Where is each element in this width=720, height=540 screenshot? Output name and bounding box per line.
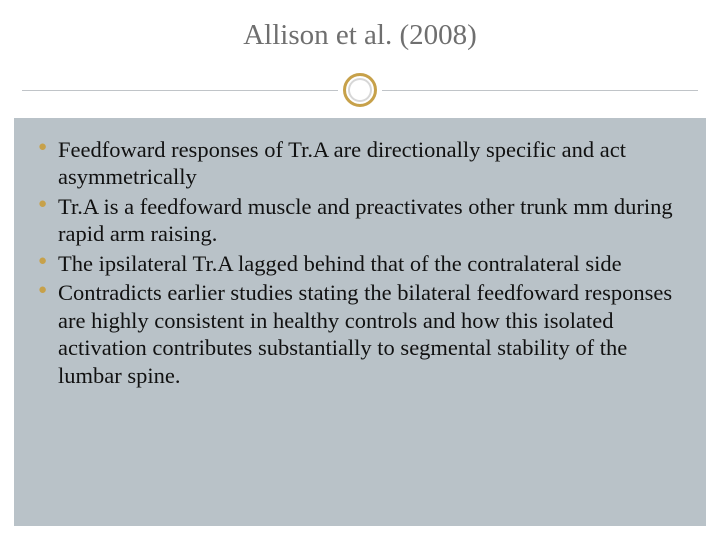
slide: Allison et al. (2008) Feedfoward respons… — [0, 0, 720, 540]
list-item: Contradicts earlier studies stating the … — [34, 279, 686, 389]
list-item: The ipsilateral Tr.A lagged behind that … — [34, 250, 686, 277]
content-panel: Feedfoward responses of Tr.A are directi… — [14, 118, 706, 526]
list-item: Tr.A is a feedfoward muscle and preactiv… — [34, 193, 686, 248]
title-area: Allison et al. (2008) — [0, 0, 720, 70]
list-item: Feedfoward responses of Tr.A are directi… — [34, 136, 686, 191]
circle-icon — [343, 73, 377, 107]
divider-line-left — [22, 90, 338, 91]
slide-title: Allison et al. (2008) — [243, 19, 477, 52]
divider-line-right — [382, 90, 698, 91]
title-divider — [0, 70, 720, 110]
bullet-list: Feedfoward responses of Tr.A are directi… — [34, 136, 686, 389]
